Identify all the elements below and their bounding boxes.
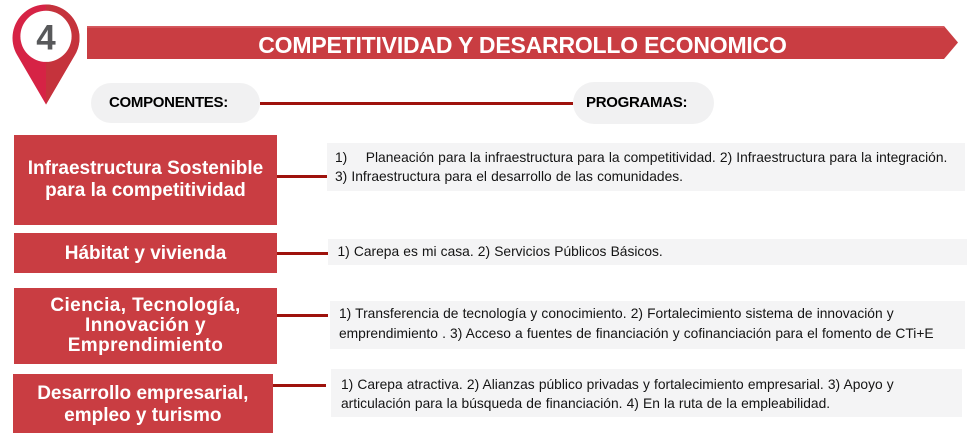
svg-text:4: 4 <box>36 19 56 58</box>
